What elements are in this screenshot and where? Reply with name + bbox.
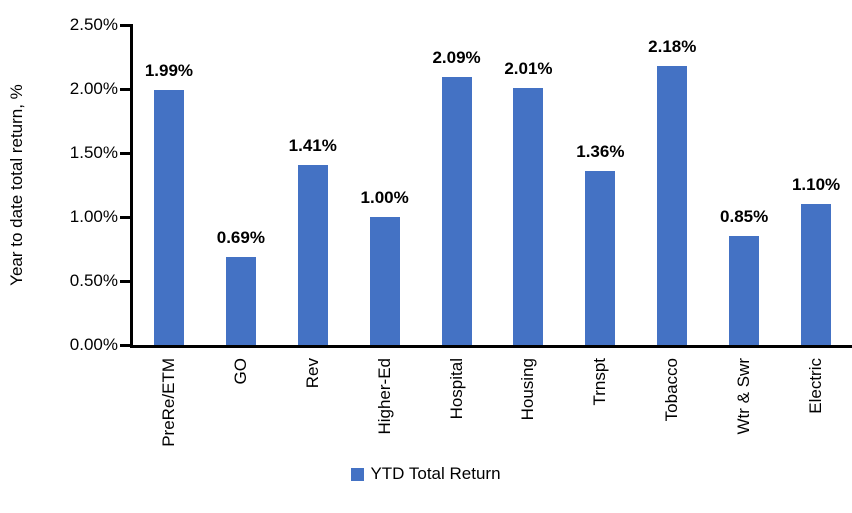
legend-label: YTD Total Return <box>370 464 501 483</box>
bar-value-label: 1.10% <box>791 175 841 195</box>
bar-Tobacco <box>657 65 688 345</box>
legend-swatch-icon <box>351 467 365 481</box>
y-tick-mark <box>120 216 131 219</box>
bar-value-label: 2.09% <box>432 48 481 68</box>
x-category-label: Wtr & Swr <box>734 358 754 435</box>
y-axis-line <box>130 24 133 348</box>
y-tick-label: 0.00% <box>69 335 118 354</box>
bar-value-label: 1.41% <box>288 135 337 155</box>
bar-Rev <box>297 164 328 345</box>
bar-PreRe/ETM <box>153 90 184 345</box>
x-category-label: GO <box>230 358 250 385</box>
y-tick-label: 2.00% <box>69 79 118 98</box>
x-category-label: Electric <box>806 358 826 414</box>
bar-value-label: 1.00% <box>360 188 409 207</box>
bar-Wtr & Swr <box>729 236 760 345</box>
x-category-label: Higher-Ed <box>374 358 394 435</box>
y-tick-label: 1.00% <box>69 207 118 226</box>
bar-value-label: 2.01% <box>504 58 553 78</box>
x-category-label: Tobacco <box>662 358 682 422</box>
x-category-label: PreRe/ETM <box>158 358 178 447</box>
x-category-label: Rev <box>302 358 322 389</box>
bar-value-label: 1.99% <box>144 61 194 81</box>
y-axis-title: Year to date total return, % <box>7 84 26 286</box>
bar-Electric <box>801 204 832 345</box>
y-tick-mark <box>120 24 131 27</box>
y-tick-mark <box>120 152 131 155</box>
y-tick-label: 2.50% <box>69 15 118 34</box>
x-category-label: Trnspt <box>590 358 610 406</box>
bar-Trnspt <box>585 170 616 345</box>
bar-value-label: 1.36% <box>576 141 625 161</box>
bar-value-label: 2.18% <box>648 36 697 56</box>
y-tick-mark <box>120 344 131 347</box>
x-axis-line <box>130 345 852 348</box>
bar-Hospital <box>441 77 472 345</box>
bar-value-label: 0.69% <box>216 227 265 247</box>
y-tick-label: 1.50% <box>69 143 118 162</box>
x-category-label: Housing <box>518 358 538 421</box>
y-tick-mark <box>120 280 131 283</box>
bar-Higher-Ed <box>369 217 400 345</box>
bar-GO <box>225 256 256 345</box>
x-category-label: Hospital <box>446 358 466 420</box>
legend: YTD Total Return <box>0 463 852 485</box>
y-tick-mark <box>120 88 131 91</box>
bar-Housing <box>513 87 544 345</box>
bar-value-label: 0.85% <box>720 207 769 227</box>
y-tick-label: 0.50% <box>69 271 118 290</box>
